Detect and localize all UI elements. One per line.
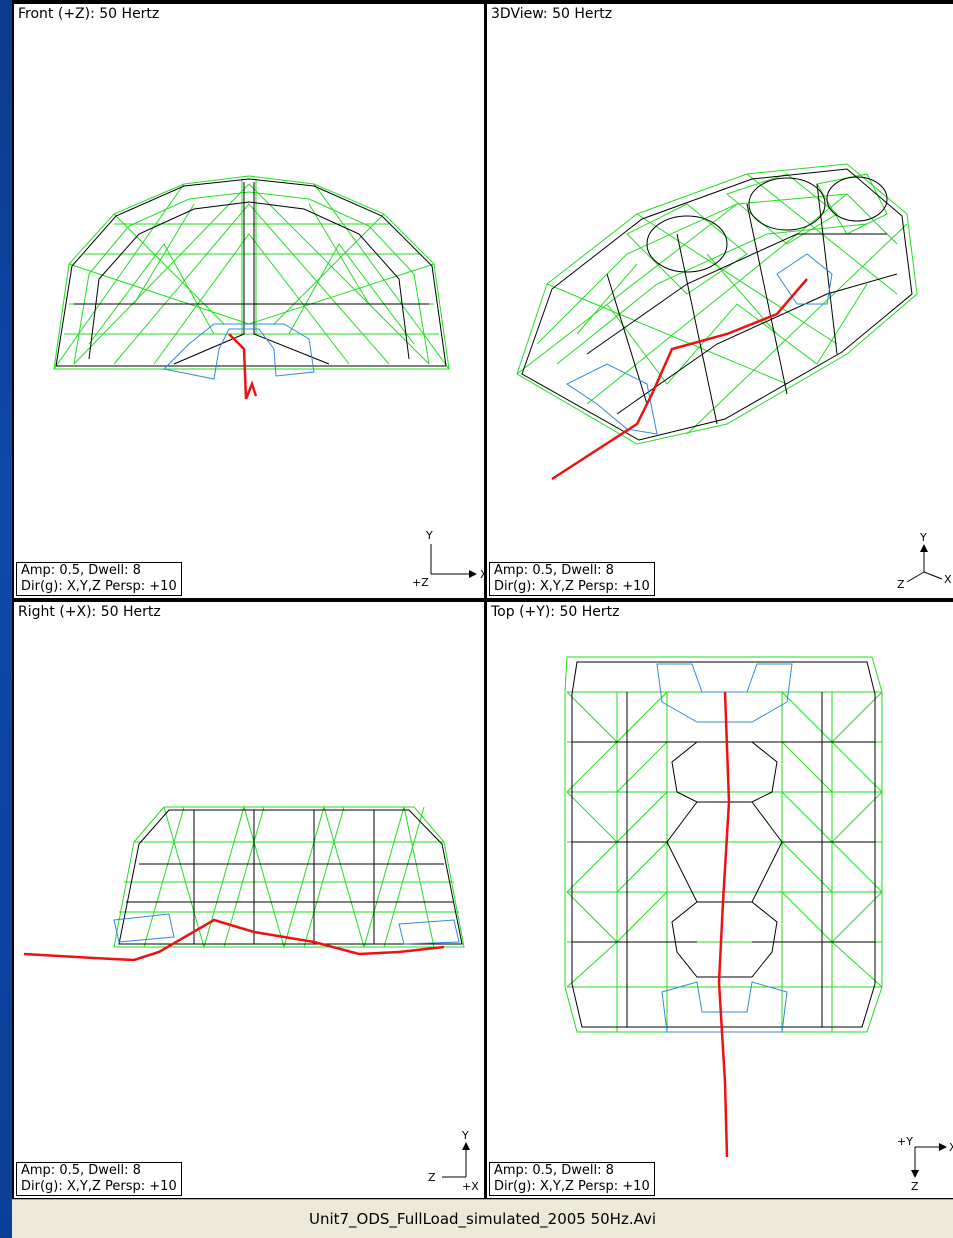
viewport-right[interactable]: Y Z +X Right (+X): 50 Hertz Amp: 0.5, Dw… [14, 602, 484, 1198]
viewport-front[interactable]: Y X +Z Front (+Z): 50 Hertz Amp: 0.5, Dw… [14, 4, 484, 598]
axis-label-up: Y [461, 1129, 469, 1142]
dir-persp-label: Dir(g): X,Y,Z Persp: +10 [494, 579, 650, 594]
axis-label-origin: +X [462, 1180, 479, 1193]
right-wireframe: Y Z +X [23, 805, 479, 1193]
viewport-info-box: Amp: 0.5, Dwell: 8 Dir(g): X,Y,Z Persp: … [16, 1162, 182, 1196]
3d-wireframe: Y X Z [516, 163, 952, 591]
axis-label-right: X [949, 1141, 953, 1154]
axis-label-left: Z [897, 578, 905, 591]
viewport-title: Front (+Z): 50 Hertz [18, 6, 160, 22]
front-wireframe: Y X +Z [53, 175, 484, 589]
viewport-title: Top (+Y): 50 Hertz [491, 604, 620, 620]
amp-dwell-label: Amp: 0.5, Dwell: 8 [21, 1163, 141, 1178]
dir-persp-label: Dir(g): X,Y,Z Persp: +10 [21, 579, 177, 594]
status-filename: Unit7_ODS_FullLoad_simulated_2005 50Hz.A… [308, 1210, 657, 1228]
ods-animation-window: Y X +Z Front (+Z): 50 Hertz Amp: 0.5, Dw… [12, 0, 953, 1237]
axis-label-right: X [944, 573, 952, 586]
top-wireframe: X Z +Y [564, 656, 953, 1193]
viewport-3d[interactable]: Y X Z 3DView: 50 Hertz Amp: 0.5, Dwell: … [487, 4, 953, 598]
axis-label-up: Y [919, 531, 927, 544]
status-bar: Unit7_ODS_FullLoad_simulated_2005 50Hz.A… [12, 1199, 953, 1238]
axis-triad-front: Y X +Z [412, 529, 484, 589]
axis-triad-3d: Y X Z [897, 531, 952, 591]
dir-persp-label: Dir(g): X,Y,Z Persp: +10 [494, 1179, 650, 1194]
viewport-title: 3DView: 50 Hertz [491, 6, 613, 22]
amp-dwell-label: Amp: 0.5, Dwell: 8 [21, 563, 141, 578]
axis-label-down: Z [911, 1180, 919, 1193]
axis-triad-right: Y Z +X [428, 1129, 479, 1193]
amp-dwell-label: Amp: 0.5, Dwell: 8 [494, 563, 614, 578]
axis-label-origin: +Y [897, 1135, 913, 1148]
viewport-info-box: Amp: 0.5, Dwell: 8 Dir(g): X,Y,Z Persp: … [16, 562, 182, 596]
viewport-info-box: Amp: 0.5, Dwell: 8 Dir(g): X,Y,Z Persp: … [489, 562, 655, 596]
axis-label-origin: +Z [412, 576, 429, 589]
axis-triad-top: X Z +Y [897, 1135, 953, 1193]
axis-label-left: Z [428, 1171, 436, 1184]
axis-label-right: X [480, 568, 484, 581]
dir-persp-label: Dir(g): X,Y,Z Persp: +10 [21, 1179, 177, 1194]
axis-label-up: Y [425, 529, 433, 542]
viewport-top[interactable]: X Z +Y Top (+Y): 50 Hertz Amp: 0.5, Dwel… [487, 602, 953, 1198]
viewport-title: Right (+X): 50 Hertz [18, 604, 161, 620]
viewport-info-box: Amp: 0.5, Dwell: 8 Dir(g): X,Y,Z Persp: … [489, 1162, 655, 1196]
amp-dwell-label: Amp: 0.5, Dwell: 8 [494, 1163, 614, 1178]
